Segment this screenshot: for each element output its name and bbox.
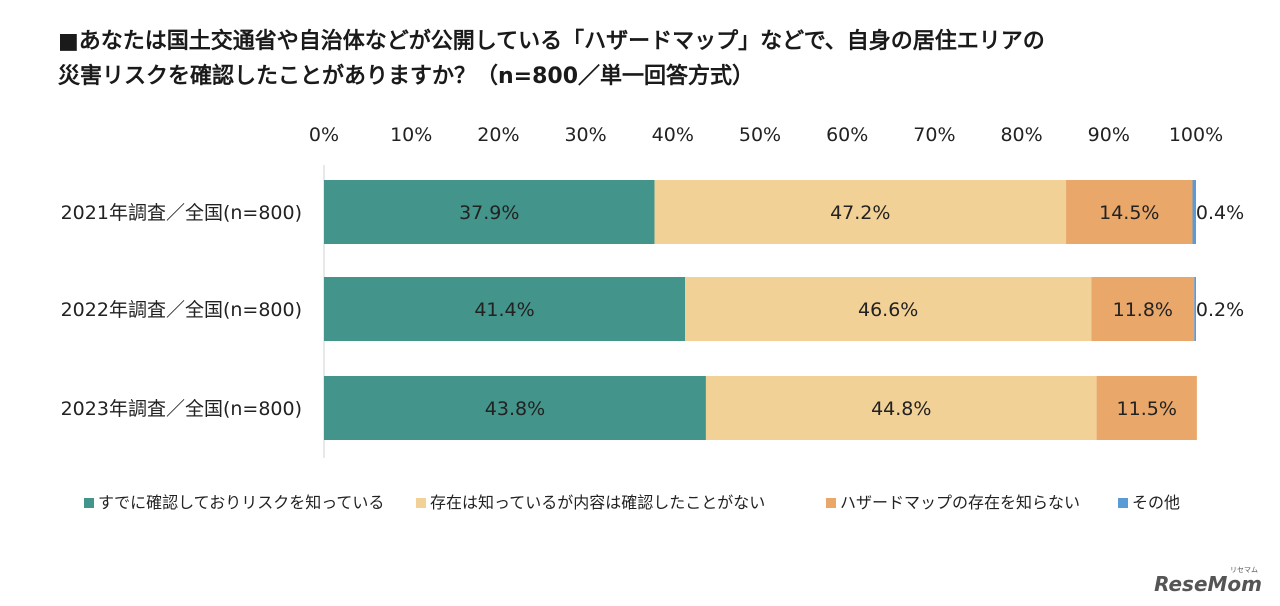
bar-segment [705, 376, 1097, 440]
x-tick-label: 90% [1088, 124, 1130, 146]
data-label: 11.5% [1117, 398, 1177, 420]
x-tick-label: 10% [390, 124, 432, 146]
chart-title-line-2: 災害リスクを確認したことがありますか？（n=800／単一回答方式） [58, 64, 755, 89]
legend-label: その他 [1132, 493, 1180, 512]
data-label: 41.4% [474, 299, 534, 321]
data-label: 11.8% [1113, 299, 1173, 321]
category-label: 2023年調査／全国(n=800) [61, 398, 302, 420]
logo-ruby: リセマム [1230, 566, 1258, 574]
bar-segment [685, 277, 1092, 341]
data-label: 0.4% [1196, 202, 1244, 224]
legend-swatch [1118, 498, 1128, 508]
bar-segment [324, 277, 686, 341]
legend-swatch [826, 498, 836, 508]
data-label: 43.8% [485, 398, 545, 420]
bar-segment [1091, 277, 1195, 341]
data-label: 0.2% [1196, 299, 1244, 321]
category-label: 2022年調査／全国(n=800) [61, 299, 302, 321]
x-tick-label: 30% [564, 124, 606, 146]
x-tick-label: 50% [739, 124, 781, 146]
bar-segment [1194, 277, 1196, 341]
legend-swatch [416, 498, 426, 508]
x-tick-label: 80% [1000, 124, 1042, 146]
x-tick-label: 70% [913, 124, 955, 146]
data-label: 47.2% [830, 202, 890, 224]
legend-label: すでに確認しておりリスクを知っている [98, 493, 384, 512]
data-label: 37.9% [459, 202, 519, 224]
x-tick-label: 100% [1169, 124, 1223, 146]
bar-segment [654, 180, 1067, 244]
bar-segment [324, 180, 655, 244]
legend-swatch [84, 498, 94, 508]
chart-title: ■あなたは国土交通省や自治体などが公開している「ハザードマップ」などで、自身の居… [58, 24, 1218, 94]
category-label: 2021年調査／全国(n=800) [61, 202, 302, 224]
x-tick-label: 20% [477, 124, 519, 146]
legend-label: 存在は知っているが内容は確認したことがない [430, 493, 765, 512]
bar-segment [1192, 180, 1196, 244]
data-label: 44.8% [871, 398, 931, 420]
bar-segment [1096, 376, 1197, 440]
data-label: 46.6% [858, 299, 918, 321]
x-tick-label: 40% [652, 124, 694, 146]
bar-segment [324, 376, 706, 440]
x-tick-label: 0% [309, 124, 339, 146]
data-label: 14.5% [1099, 202, 1159, 224]
resemom-logo: リセマム ReseMom [1154, 566, 1262, 596]
x-tick-label: 60% [826, 124, 868, 146]
logo-text: ReseMom [1154, 572, 1262, 596]
bar-segment [1066, 180, 1193, 244]
legend-label: ハザードマップの存在を知らない [840, 493, 1080, 512]
chart-title-line-1: ■あなたは国土交通省や自治体などが公開している「ハザードマップ」などで、自身の居… [58, 29, 1045, 54]
